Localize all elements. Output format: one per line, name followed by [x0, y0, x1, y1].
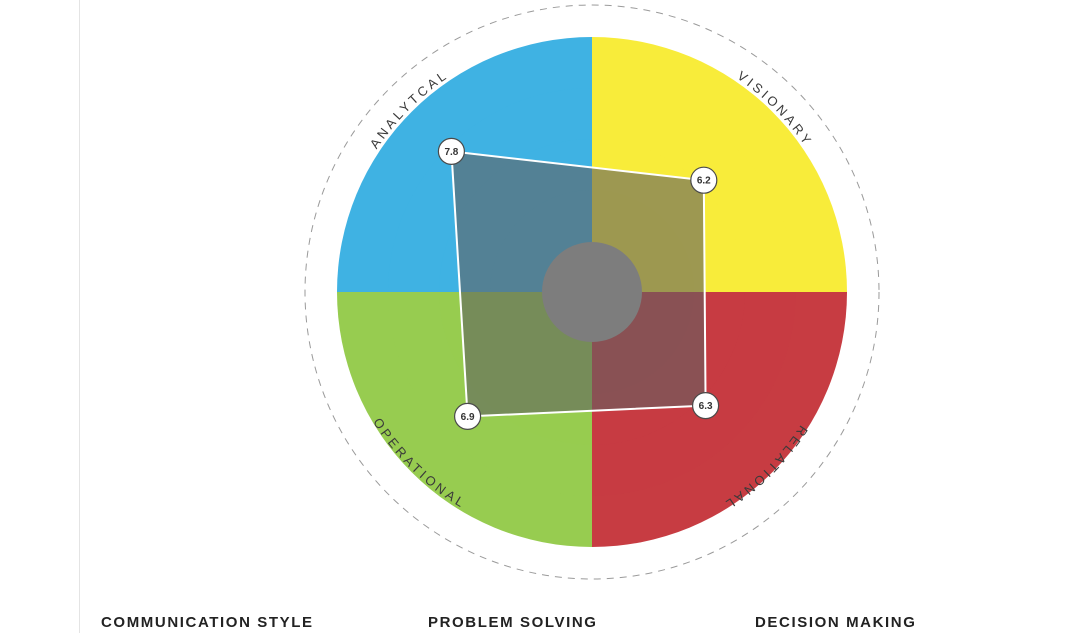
analytcal-score-dot [437, 137, 465, 165]
left-divider [79, 0, 80, 633]
operational-score-label: 6.9 [461, 412, 475, 423]
relational-score-dot [691, 392, 720, 420]
visionary-score-marker: 6.2 [690, 166, 718, 194]
operational-score-marker: 6.9 [454, 402, 482, 430]
analytcal-score-marker: 7.8 [437, 137, 465, 165]
communication-style-heading: COMMUNICATION STYLE [101, 614, 314, 631]
relational-score-label: 6.3 [699, 401, 713, 412]
relational-score-marker: 6.3 [691, 392, 720, 420]
visionary-score-label: 6.2 [697, 176, 711, 187]
score-markers: 7.8 6.2 6.3 6.9 [437, 137, 720, 430]
decision-making-heading: DECISION MAKING [755, 614, 917, 631]
outer-dashed-ring [304, 4, 880, 580]
score-polygon [450, 150, 707, 418]
operational-score-dot [454, 402, 482, 430]
visionary-score-dot [690, 166, 718, 194]
analytcal-score-label: 7.8 [444, 147, 458, 158]
problem-solving-heading: PROBLEM SOLVING [428, 614, 598, 631]
